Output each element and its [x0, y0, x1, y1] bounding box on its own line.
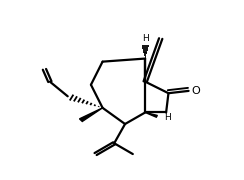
Polygon shape	[80, 108, 102, 122]
Text: O: O	[192, 86, 201, 96]
Text: H: H	[164, 112, 171, 122]
Text: H: H	[142, 34, 149, 43]
Polygon shape	[145, 112, 157, 117]
